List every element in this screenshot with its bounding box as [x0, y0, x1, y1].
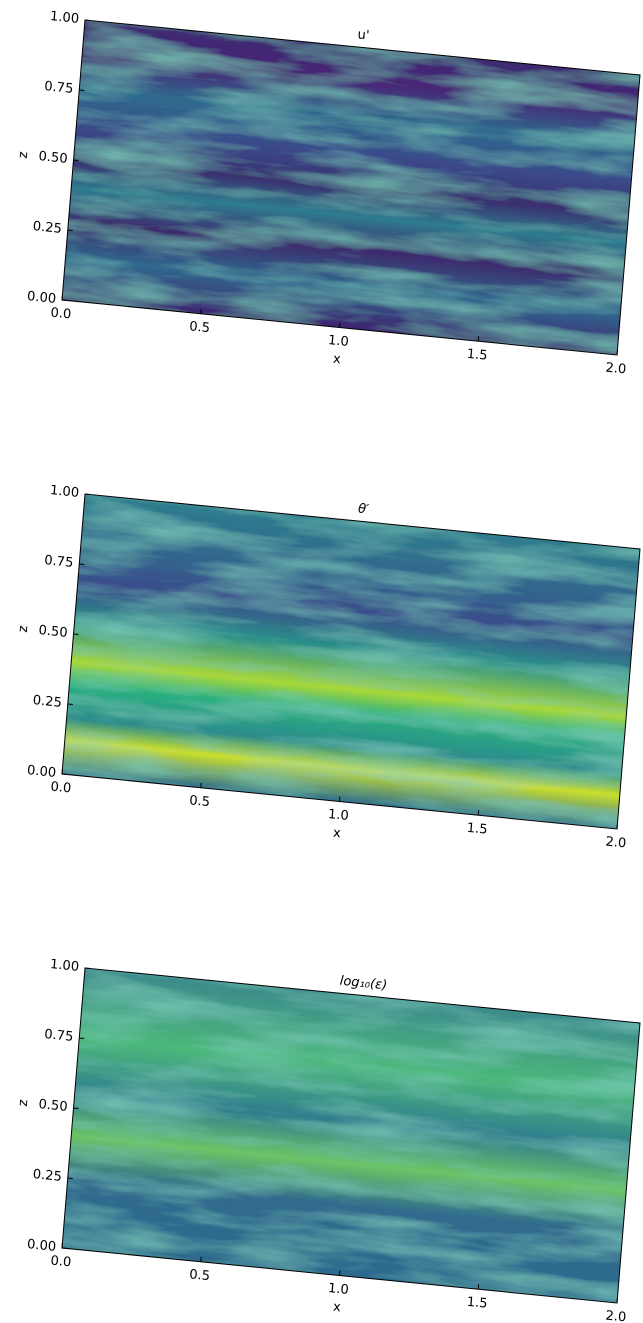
- x-tick-label: 2.0: [605, 835, 627, 852]
- x-tick-label: 2.0: [605, 361, 627, 378]
- panel: 0.0 0.5 1.0 1.5 2.0 0.00 0.25 0.50 0.75 1.00 u' x z: [16, 9, 641, 378]
- y-tick-label: 0.00: [26, 763, 56, 781]
- y-tick-label: 1.00: [49, 957, 79, 975]
- panel: 0.0 0.5 1.0 1.5 2.0 0.00 0.25 0.50 0.75 1.00 log₁₀…: [16, 957, 641, 1323]
- x-tick-label: 1.5: [466, 347, 488, 364]
- y-tick-label: 0.00: [26, 1237, 56, 1255]
- y-tick-label: 0.75: [44, 1027, 74, 1045]
- y-tick-label: 1.00: [49, 483, 79, 501]
- x-axis-label: x: [332, 352, 341, 368]
- y-axis-label: z: [16, 151, 32, 159]
- x-tick-label: 2.0: [605, 1309, 627, 1323]
- y-axis-label: z: [16, 625, 32, 633]
- heatmap-image: [62, 494, 640, 830]
- y-tick-label: 0.25: [32, 1167, 62, 1185]
- x-tick-label: 1.0: [327, 333, 349, 350]
- y-tick-label: 0.75: [44, 79, 74, 97]
- x-tick-label: 1.5: [466, 1295, 488, 1312]
- y-tick-label: 1.00: [49, 9, 79, 27]
- x-tick-label: 0.0: [50, 306, 72, 323]
- panel-title: θ′: [357, 501, 369, 517]
- panel: 0.0 0.5 1.0 1.5 2.0 0.00 0.25 0.50 0.75 1.00 θ′ x z: [16, 483, 641, 852]
- y-tick-label: 0.00: [26, 289, 56, 307]
- x-tick-label: 1.5: [466, 821, 488, 838]
- y-tick-label: 0.50: [38, 1097, 68, 1115]
- x-tick-label: 0.5: [189, 319, 211, 336]
- y-axis-label: z: [16, 1099, 32, 1107]
- y-tick-label: 0.25: [32, 693, 62, 711]
- panel-title: u': [357, 27, 370, 43]
- x-tick-label: 1.0: [327, 1281, 349, 1298]
- y-tick-label: 0.50: [38, 149, 68, 167]
- x-axis-label: x: [332, 826, 341, 842]
- panel-title: log₁₀(ε): [339, 974, 388, 994]
- heatmap-image: [62, 968, 640, 1304]
- x-axis-label: x: [332, 1300, 341, 1316]
- y-tick-label: 0.75: [44, 553, 74, 571]
- x-tick-label: 0.0: [50, 780, 72, 797]
- x-tick-label: 0.0: [50, 1254, 72, 1271]
- y-tick-label: 0.25: [32, 219, 62, 237]
- x-tick-label: 0.5: [189, 1267, 211, 1284]
- y-tick-label: 0.50: [38, 623, 68, 641]
- heatmap-image: [62, 20, 640, 356]
- x-tick-label: 1.0: [327, 807, 349, 824]
- x-tick-label: 0.5: [189, 793, 211, 810]
